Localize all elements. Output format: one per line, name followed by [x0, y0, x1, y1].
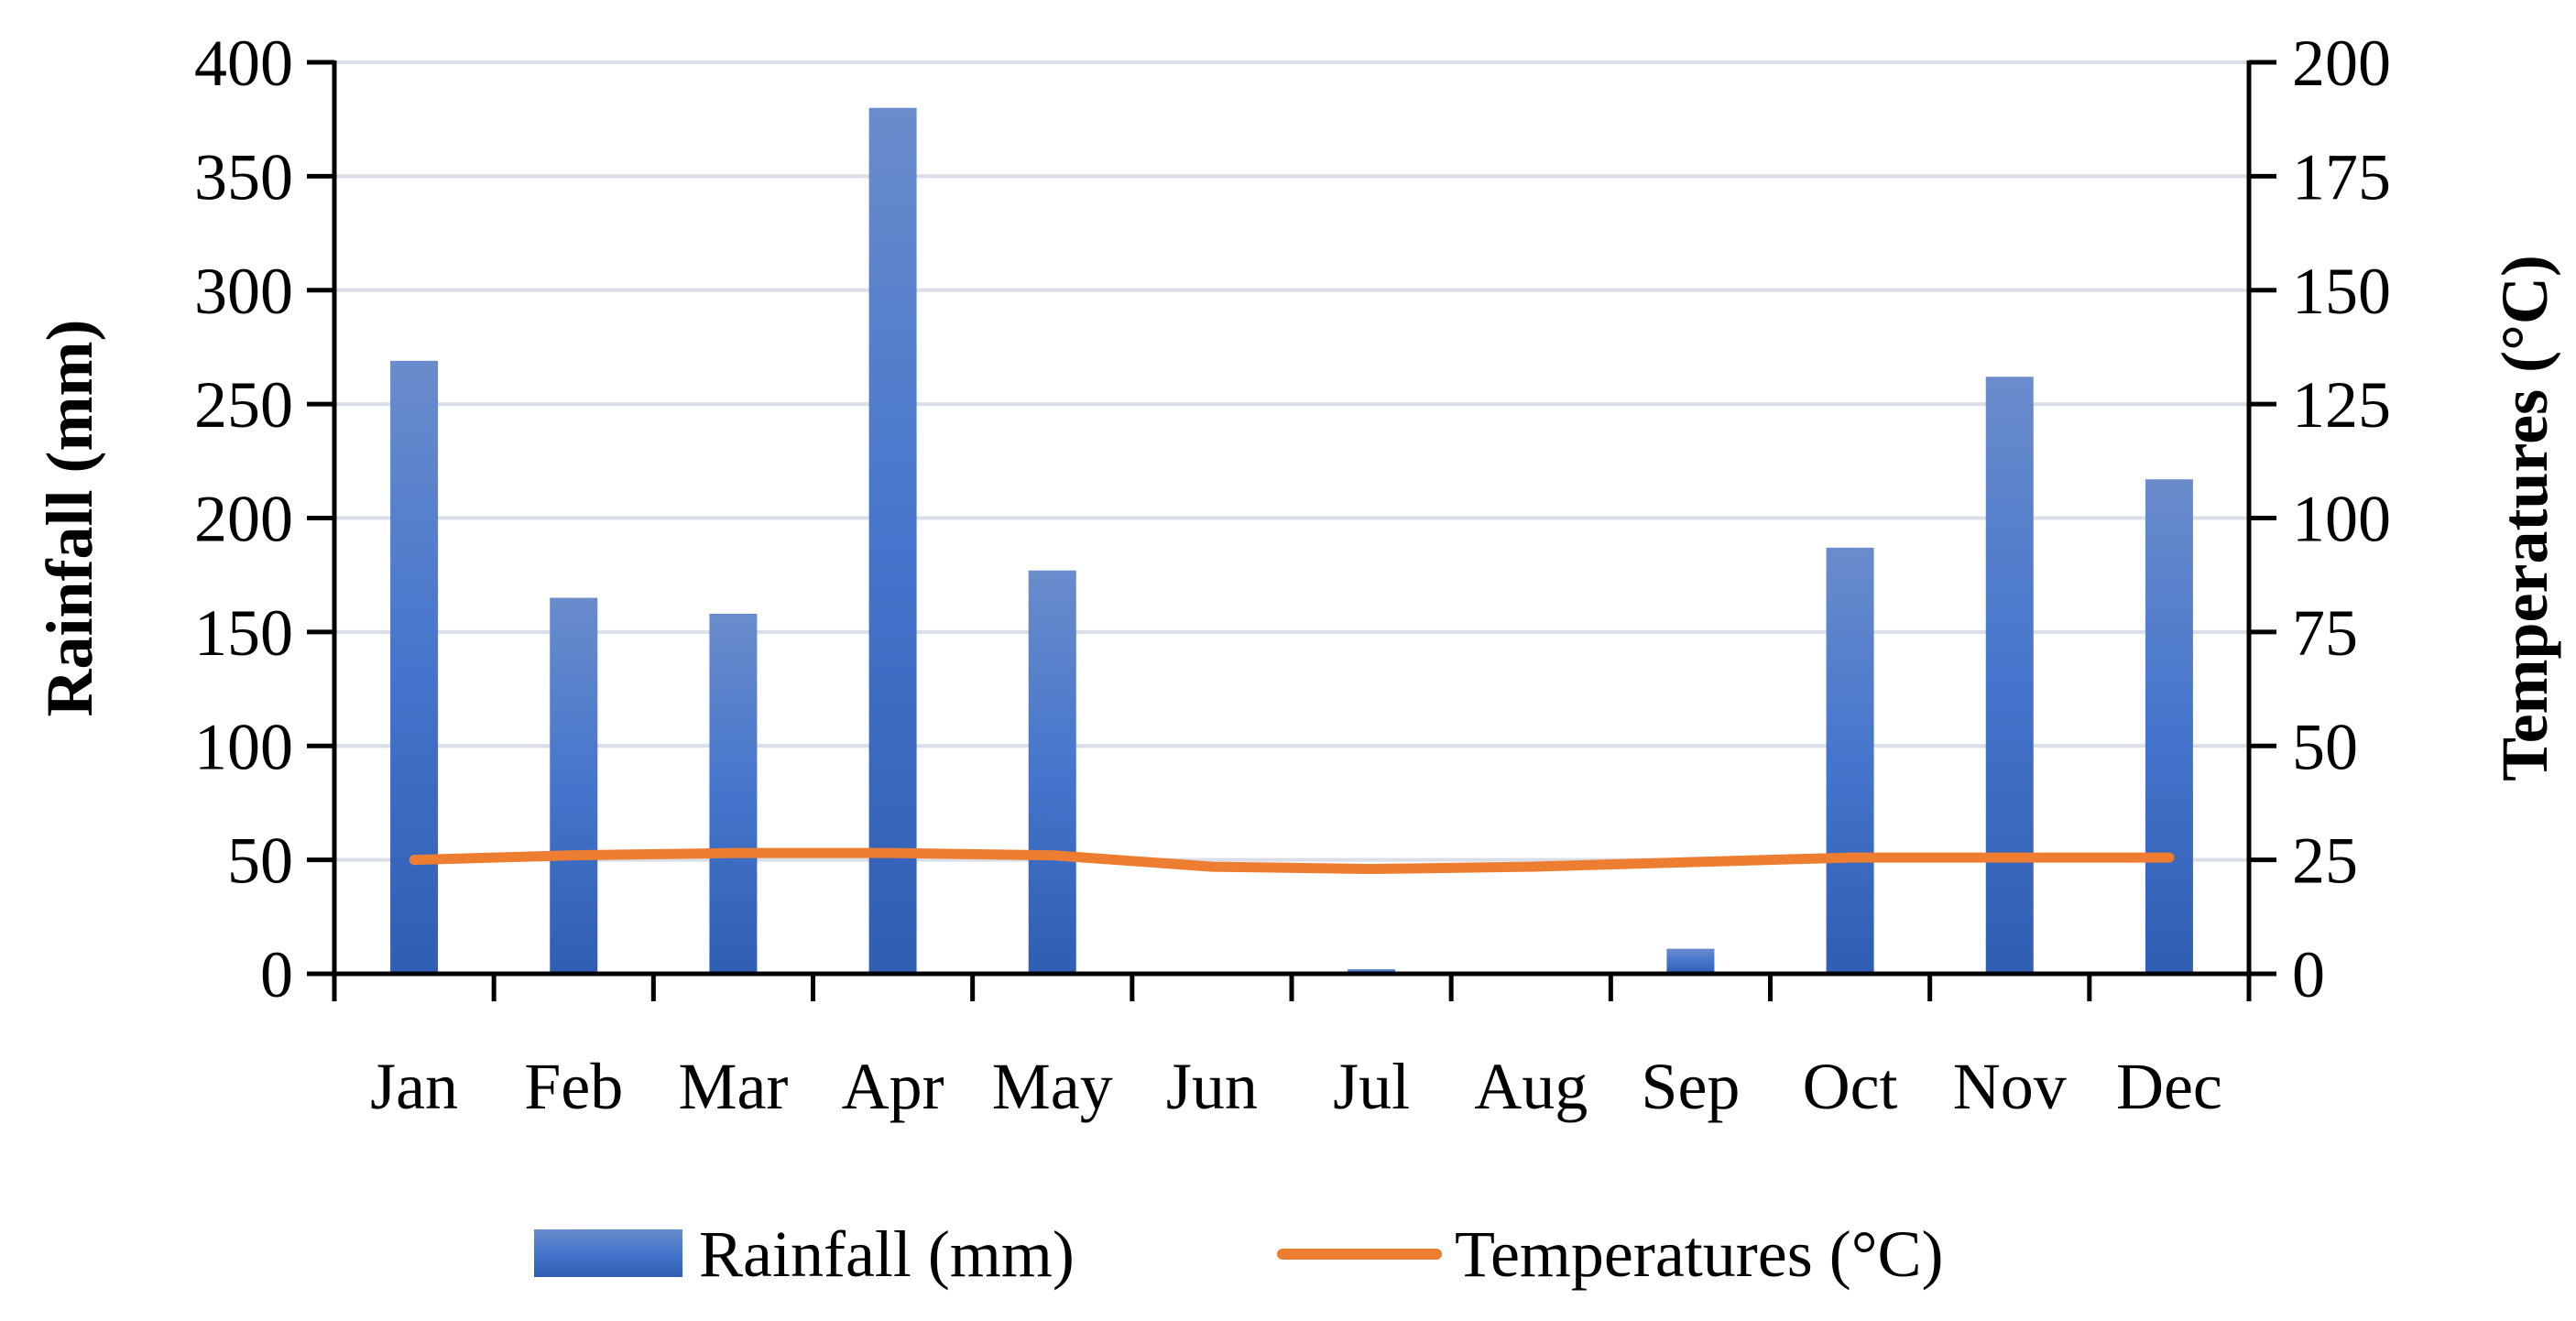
x-tick-label: Mar: [678, 1050, 788, 1123]
x-tick-label: Apr: [842, 1050, 944, 1123]
rainfall-bar: [1985, 377, 2034, 974]
y-tick-label-right: 75: [2292, 596, 2358, 670]
y-tick-label-left: 400: [194, 27, 293, 100]
temperature-line-group: [409, 847, 2175, 875]
temperature-line: [409, 847, 2175, 875]
x-tick-label: Jul: [1333, 1050, 1410, 1123]
rainfall-bar: [550, 597, 598, 974]
rainfall-bar: [1826, 547, 1874, 974]
y-tick-label-right: 25: [2292, 824, 2358, 898]
rainfall-bar: [1028, 570, 1076, 974]
rainfall-bar: [1666, 948, 1715, 974]
axis-titles: Rainfall (mm) Temperatures (°C): [33, 255, 2561, 781]
x-tick-label: Sep: [1641, 1050, 1740, 1123]
x-tick-label: Jun: [1166, 1050, 1258, 1123]
legend: Rainfall (mm) Temperatures (°C): [534, 1217, 1944, 1291]
x-tick-label: Feb: [524, 1050, 623, 1123]
x-tick-label: Aug: [1474, 1050, 1588, 1123]
x-tick-label: Oct: [1803, 1050, 1898, 1123]
legend-swatch-rainfall: [534, 1229, 682, 1277]
y-tick-label-right: 50: [2292, 710, 2358, 783]
gridlines: [334, 60, 2249, 862]
y-tick-label-left: 300: [194, 255, 293, 328]
rainfall-bar: [709, 613, 758, 974]
x-tick-label: Dec: [2116, 1050, 2222, 1123]
y-tick-label-left: 0: [260, 938, 293, 1011]
y-tick-label-left: 50: [227, 824, 293, 898]
y-tick-label-right: 175: [2292, 140, 2391, 213]
x-tick-label: Nov: [1953, 1050, 2067, 1123]
y-tick-label-right: 125: [2292, 368, 2391, 442]
y-tick-label-right: 200: [2292, 27, 2391, 100]
y-tick-label-right: 0: [2292, 938, 2325, 1011]
y-tick-label-left: 150: [194, 596, 293, 670]
y-axis-title-right: Temperatures (°C): [2488, 255, 2561, 781]
rainfall-bar: [390, 360, 439, 974]
y-tick-label-left: 250: [194, 368, 293, 442]
x-tick-label: Jan: [370, 1050, 458, 1123]
y-tick-label-right: 150: [2292, 255, 2391, 328]
y-tick-label-left: 200: [194, 483, 293, 556]
rainfall-bars: [390, 107, 2193, 974]
axes: [307, 60, 2276, 1001]
y-tick-label-left: 350: [194, 140, 293, 213]
y-axis-title-left: Rainfall (mm): [33, 320, 106, 717]
legend-label-rainfall: Rainfall (mm): [699, 1217, 1075, 1291]
y-tick-label-right: 100: [2292, 483, 2391, 556]
legend-label-temperature: Temperatures (°C): [1455, 1217, 1944, 1291]
rainfall-bar: [2145, 479, 2193, 974]
y-tick-label-left: 100: [194, 710, 293, 783]
x-tick-label: May: [992, 1050, 1113, 1123]
rainfall-bar: [868, 107, 917, 974]
tick-labels: 0 50 100 150 200 250 300 350 400 0 25 50 75 100 125 150…: [194, 27, 2391, 1123]
